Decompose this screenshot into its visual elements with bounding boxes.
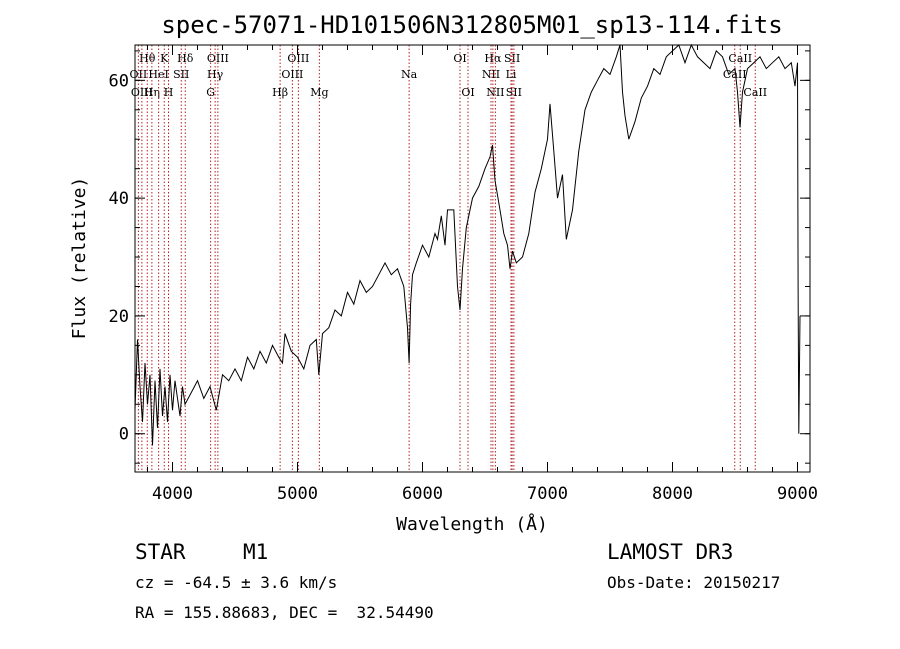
line-marker-label: OIII bbox=[131, 86, 153, 99]
line-marker-label: SII bbox=[504, 52, 520, 65]
line-marker-label: CaII bbox=[728, 52, 752, 65]
x-tick-label: 7000 bbox=[527, 484, 568, 504]
line-marker-label: OIII bbox=[287, 52, 309, 65]
obs-date: Obs-Date: 20150217 bbox=[607, 573, 781, 592]
line-marker-label: NII bbox=[486, 86, 504, 99]
x-tick-label: 4000 bbox=[152, 484, 193, 504]
line-marker-label: Hθ bbox=[139, 52, 156, 65]
line-marker-label: HeI bbox=[148, 68, 168, 81]
line-marker-label: Hδ bbox=[177, 52, 194, 65]
y-tick-label: 40 bbox=[109, 189, 129, 209]
plot-frame bbox=[134, 44, 811, 473]
line-marker-label: G bbox=[206, 86, 215, 99]
x-tick-label: 9000 bbox=[777, 484, 818, 504]
line-marker-label: K bbox=[160, 52, 169, 65]
line-marker-label: Mg bbox=[310, 86, 328, 99]
line-marker-label: Hβ bbox=[272, 86, 288, 99]
line-marker-label: Na bbox=[401, 68, 418, 81]
line-marker-label: Hα bbox=[484, 52, 502, 65]
line-marker-label: OII bbox=[130, 68, 148, 81]
x-tick-label: 8000 bbox=[652, 484, 693, 504]
line-marker-label: OIII bbox=[281, 68, 303, 81]
x-tick-label: 5000 bbox=[277, 484, 318, 504]
x-axis-label: Wavelength (Å) bbox=[396, 513, 548, 535]
x-tick-label: 6000 bbox=[402, 484, 443, 504]
y-tick-label: 20 bbox=[109, 307, 129, 327]
line-marker-label: OIII bbox=[207, 52, 229, 65]
line-marker-label: Li bbox=[506, 68, 517, 81]
axis-ticks: 4000 5000 6000 7000 8000 9000 0 20 40 60 bbox=[109, 45, 818, 504]
line-marker-label: Hγ bbox=[207, 68, 224, 81]
line-marker-label: H bbox=[164, 86, 174, 99]
coordinates: RA = 155.88683, DEC = 32.54490 bbox=[135, 603, 434, 622]
line-marker-label: NII bbox=[482, 68, 500, 81]
line-marker-label: OI bbox=[461, 86, 474, 99]
object-type: STAR bbox=[135, 540, 186, 564]
spectrum-line bbox=[134, 43, 801, 446]
line-marker-label: Hη bbox=[144, 86, 160, 99]
chart-title: spec-57071-HD101506N312805M01_sp13-114.f… bbox=[161, 11, 782, 39]
y-axis-label: Flux (relative) bbox=[69, 177, 90, 340]
y-tick-label: 60 bbox=[109, 71, 129, 91]
line-marker-label: CaII bbox=[723, 68, 747, 81]
y-tick-label: 0 bbox=[119, 425, 129, 445]
survey-name: LAMOST DR3 bbox=[607, 540, 734, 564]
line-marker-label: SII bbox=[173, 68, 189, 81]
redshift-cz: cz = -64.5 ± 3.6 km/s bbox=[135, 573, 338, 592]
line-marker-label: CaII bbox=[743, 86, 767, 99]
subclass: M1 bbox=[243, 540, 269, 564]
line-marker-label: SII bbox=[506, 86, 522, 99]
line-marker-label: OI bbox=[453, 52, 466, 65]
